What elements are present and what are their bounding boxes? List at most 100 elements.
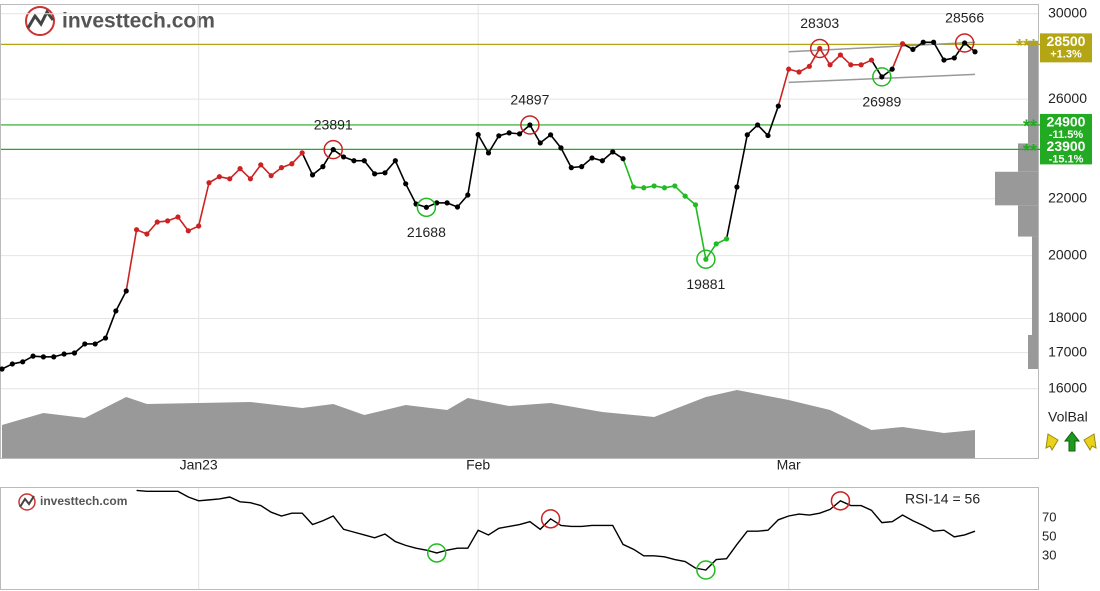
price-segment — [870, 59, 883, 78]
price-point — [951, 55, 957, 61]
price-point — [930, 39, 937, 45]
price-point — [630, 184, 637, 190]
price-point — [51, 354, 57, 360]
price-segment — [891, 43, 904, 70]
price-segment — [932, 41, 945, 61]
price-point — [165, 218, 171, 224]
price-point — [879, 74, 885, 80]
level-change: -11.5% — [1049, 129, 1083, 141]
y-tick-label: 22000 — [1048, 190, 1087, 206]
rsi-circle — [540, 509, 561, 529]
y-tick-label: 17000 — [1048, 343, 1087, 359]
volume-profile-bar — [1028, 40, 1038, 144]
price-segment — [394, 160, 407, 185]
price-point — [102, 335, 109, 341]
price-point — [206, 180, 212, 186]
price-point — [527, 122, 533, 128]
price-point — [548, 132, 554, 138]
price-segment — [322, 149, 334, 168]
price-point — [154, 219, 160, 225]
extreme-label: 28303 — [800, 15, 839, 31]
price-point — [237, 166, 243, 172]
price-point — [61, 351, 67, 357]
price-point — [941, 57, 947, 63]
logo-icon-small — [18, 493, 36, 511]
price-segment — [622, 158, 635, 188]
volume-profile-bar — [1018, 205, 1038, 237]
rsi-line — [136, 489, 976, 571]
logo-icon — [25, 6, 55, 36]
price-point — [185, 228, 191, 234]
volume-profile-bar — [1032, 236, 1038, 335]
price-segment — [115, 290, 127, 312]
y-tick-label: 18000 — [1048, 309, 1087, 325]
price-segment — [777, 68, 790, 107]
price-segment — [477, 134, 490, 154]
price-point — [20, 359, 26, 365]
price-point — [175, 214, 181, 220]
price-segment — [363, 160, 376, 175]
level-value: 23900 — [1047, 138, 1086, 154]
rsi-title: RSI-14 = 56 — [905, 491, 980, 507]
volume-profile-bar — [1028, 334, 1038, 369]
price-point — [651, 183, 657, 189]
price-point — [599, 158, 605, 164]
price-segment — [549, 134, 562, 149]
price-point — [372, 171, 378, 177]
trend-line — [788, 41, 976, 53]
extreme-label: 28566 — [945, 10, 984, 26]
price-segment — [808, 48, 821, 67]
price-point — [579, 164, 585, 170]
price-point — [796, 69, 802, 75]
price-point — [444, 200, 450, 206]
extreme-label: 23891 — [314, 116, 353, 132]
price-point — [837, 52, 844, 58]
volume-profile-bar — [1018, 143, 1038, 172]
price-point — [144, 231, 150, 237]
price-point — [392, 158, 398, 164]
price-point — [247, 176, 254, 182]
price-segment — [146, 221, 158, 235]
level-value: 28500 — [1047, 33, 1086, 49]
price-segment — [249, 164, 262, 180]
price-point — [351, 158, 357, 164]
price-point — [516, 131, 523, 137]
price-point — [920, 39, 926, 45]
price-point — [537, 140, 543, 146]
price-point — [734, 184, 740, 190]
level-box — [1040, 138, 1092, 165]
price-segment — [467, 134, 479, 196]
price-point — [403, 181, 409, 187]
price-point — [82, 341, 88, 347]
rsi-circle — [696, 560, 716, 580]
price-point — [465, 192, 471, 198]
price-point — [278, 165, 285, 171]
price-point — [71, 350, 78, 356]
x-tick-label: Feb — [466, 457, 490, 473]
price-point — [972, 49, 978, 55]
price-point — [765, 132, 771, 139]
extreme-circle — [323, 139, 343, 160]
price-point — [827, 62, 833, 68]
rsi-tick-label: 50 — [1042, 528, 1056, 543]
price-point — [723, 236, 730, 242]
x-tick-label: Jan23 — [180, 457, 218, 473]
price-point — [423, 204, 429, 210]
y-tick-label: 26000 — [1048, 90, 1087, 106]
price-point — [817, 45, 823, 52]
price-point — [289, 161, 295, 167]
rsi-panel — [0, 487, 1039, 590]
price-segment — [529, 124, 541, 144]
volbal-label: VolBal — [1048, 409, 1088, 425]
rsi-tick-label: 70 — [1042, 509, 1056, 524]
price-point — [806, 63, 812, 69]
rsi-tick-label: 30 — [1042, 547, 1056, 562]
price-segment — [736, 134, 749, 188]
price-point — [340, 154, 347, 160]
level-change: +1.3% — [1050, 48, 1082, 60]
extreme-circle — [520, 115, 540, 135]
price-segment — [767, 105, 780, 136]
price-segment — [725, 186, 738, 240]
